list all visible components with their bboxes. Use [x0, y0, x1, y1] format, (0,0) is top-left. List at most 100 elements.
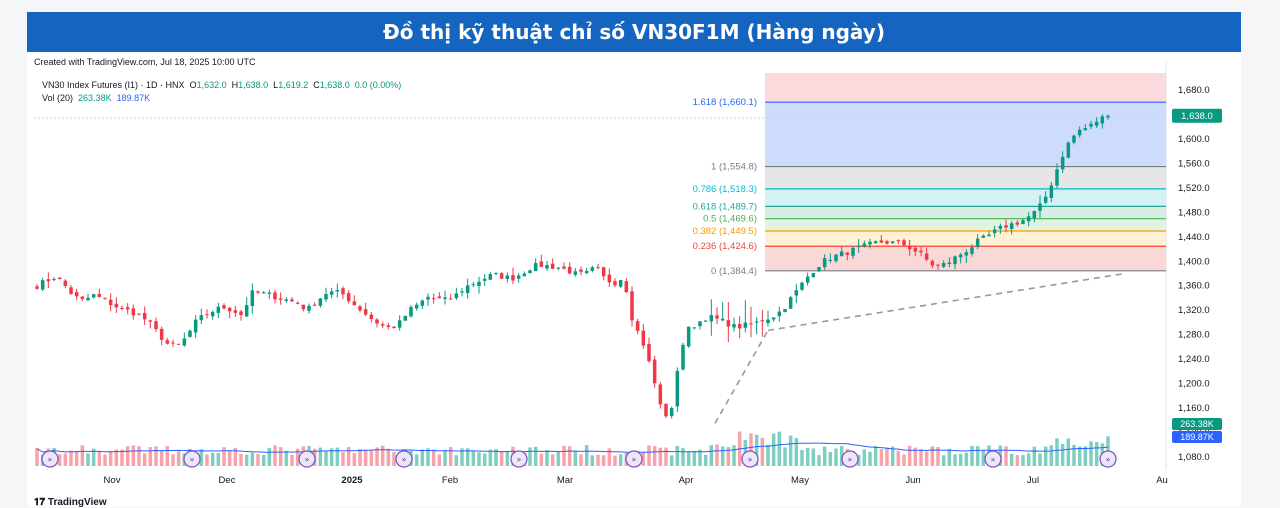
volume-bar: [533, 446, 538, 466]
volume-bar: [57, 454, 62, 466]
candle-body: [528, 270, 532, 274]
volume-ma-badge: [1172, 431, 1222, 443]
volume-bar: [477, 452, 481, 466]
event-marker-icon: [510, 450, 528, 468]
volume-bar: [1060, 443, 1065, 466]
volume-bar: [216, 452, 221, 466]
symbol-label[interactable]: VN30 Index Futures (I1) · 1D · HNX: [42, 80, 185, 90]
volume-bar: [250, 452, 255, 466]
candle-body: [1083, 127, 1088, 131]
candle-body: [397, 320, 402, 328]
volume-label[interactable]: Vol (20): [42, 93, 74, 103]
candle-body: [295, 302, 300, 304]
candle-body: [454, 293, 459, 299]
volume-bar: [437, 454, 442, 466]
candle-body: [652, 359, 657, 384]
volume-bar: [902, 454, 906, 466]
candle-body: [947, 262, 952, 264]
candle-body: [686, 326, 691, 347]
candle-body: [465, 285, 470, 294]
candle-body: [1032, 210, 1037, 219]
candle-body: [958, 254, 963, 258]
candle-body: [358, 306, 362, 311]
volume-bar: [754, 434, 759, 466]
volume-bar: [1055, 438, 1059, 466]
candle-body: [74, 292, 79, 297]
candle-body: [771, 317, 776, 320]
candle-body: [613, 281, 617, 286]
fib-zone: [765, 166, 1166, 189]
candle-body: [375, 319, 379, 324]
x-tick-label: 2025: [341, 475, 363, 486]
volume-bar: [805, 447, 810, 466]
candle-body: [1089, 123, 1093, 127]
volume-bar: [273, 445, 277, 466]
candle-body: [1055, 169, 1059, 186]
event-marker-arrow-icon: »: [48, 455, 53, 464]
event-marker-arrow-icon: »: [190, 455, 195, 464]
candle-body: [222, 305, 226, 309]
volume-bar: [431, 449, 436, 466]
candle-body: [52, 279, 56, 281]
candle-body: [239, 311, 243, 316]
volume-bar: [233, 447, 238, 466]
volume-bar: [924, 451, 929, 466]
volume-bar: [318, 447, 323, 466]
volume-bar: [783, 447, 787, 466]
y-tick-label: 1,480.0: [1178, 207, 1210, 218]
volume-bar: [1094, 442, 1099, 466]
last-price-badge: [1172, 108, 1222, 123]
volume-bar: [692, 451, 697, 466]
candle-body: [664, 403, 668, 417]
candle-body: [352, 301, 357, 306]
candle-body: [273, 292, 277, 300]
volume-bar: [1083, 446, 1088, 466]
candle-body: [341, 288, 345, 295]
y-tick-label: 1,680.0: [1178, 85, 1210, 96]
candle-body: [1038, 203, 1042, 211]
tradingview-logo[interactable]: 𝟏𝟕 TradingView: [34, 497, 107, 508]
volume-bar: [675, 445, 680, 466]
candle-body: [896, 240, 901, 242]
candle-body: [930, 260, 935, 266]
fib-level-label: 1.618 (1,660.1): [693, 97, 757, 108]
volume-bar: [256, 454, 260, 466]
x-tick-label: Apr: [679, 475, 694, 486]
candle-body: [987, 234, 991, 237]
volume-bar: [601, 455, 606, 466]
candle-body: [822, 258, 827, 268]
volume-legend: Vol (20) 263.38K 189.87K: [42, 93, 150, 103]
candle-body: [1026, 216, 1031, 222]
volume-bar: [664, 447, 668, 466]
volume-bar: [584, 445, 589, 466]
volume-bar: [278, 447, 283, 466]
volume-bar: [613, 455, 617, 466]
volume-bar: [448, 446, 453, 466]
volume-bar: [760, 437, 765, 466]
volume-bar: [159, 450, 164, 466]
candle-body: [505, 275, 510, 279]
candle-body: [703, 320, 708, 322]
volume-bar: [800, 449, 804, 466]
candle-body: [919, 250, 923, 253]
close-value: 1,638.0: [319, 80, 350, 90]
candle-body: [482, 278, 487, 281]
volume-bar: [91, 448, 96, 466]
volume-bar: [822, 446, 827, 466]
volume-bar: [471, 450, 476, 466]
volume-bar: [777, 431, 782, 466]
candle-body: [1009, 223, 1014, 229]
page-title-banner: Đồ thị kỹ thuật chỉ số VN30F1M (Hàng ngà…: [27, 12, 1241, 52]
y-tick-label: 1,520.0: [1178, 183, 1210, 194]
candle-body: [63, 280, 68, 286]
candle-body: [409, 307, 413, 317]
low-label: L: [273, 80, 279, 90]
volume-bar: [295, 448, 300, 466]
candle-body: [579, 269, 583, 272]
candle-body: [1021, 220, 1025, 224]
candle-body: [873, 241, 878, 244]
candle-body: [1094, 121, 1099, 126]
candle-body: [624, 281, 629, 293]
volume-bar: [862, 449, 867, 466]
